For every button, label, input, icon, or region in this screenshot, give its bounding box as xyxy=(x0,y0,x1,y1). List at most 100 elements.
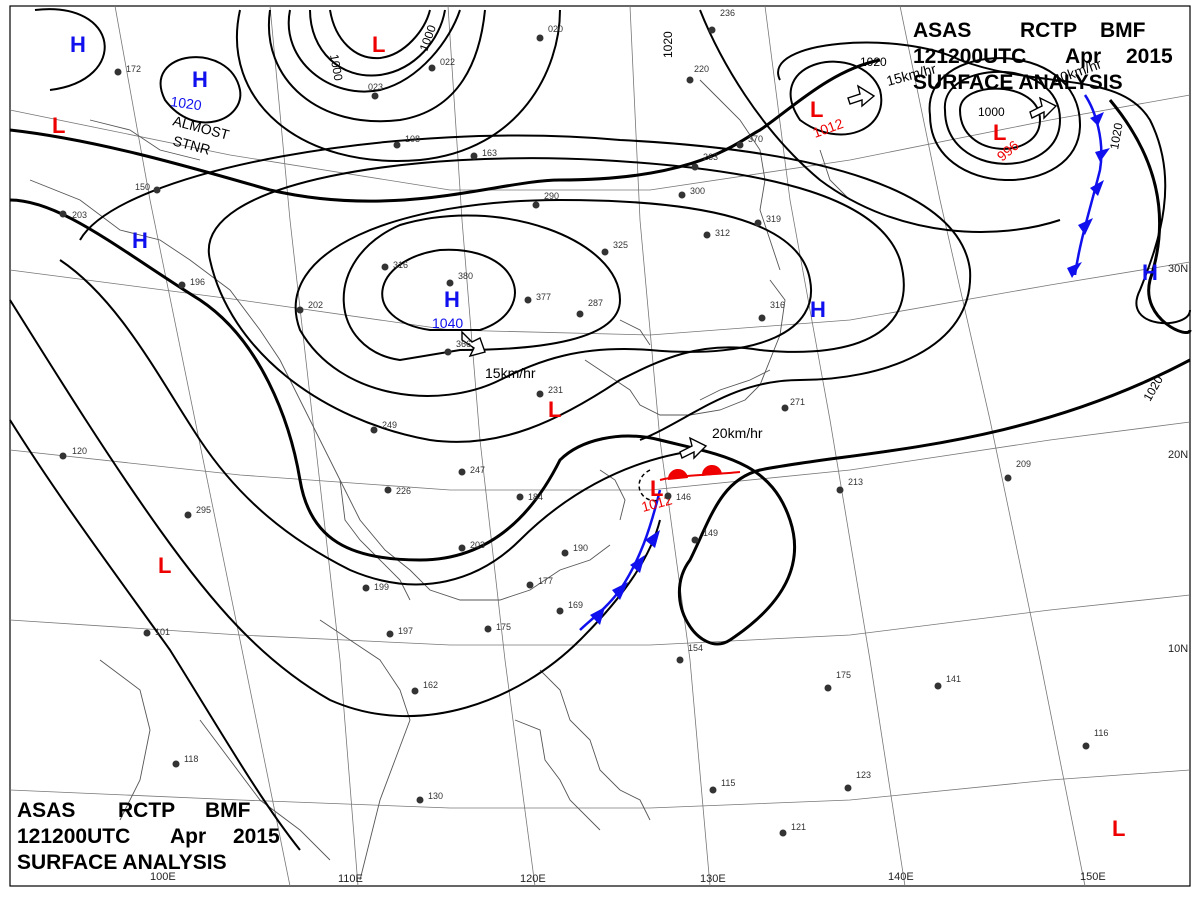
svg-text:130: 130 xyxy=(428,791,443,801)
svg-text:316: 316 xyxy=(393,260,408,270)
svg-text:023: 023 xyxy=(368,82,383,92)
svg-text:295: 295 xyxy=(196,505,211,515)
station-plot: 377 xyxy=(524,292,551,304)
svg-text:197: 197 xyxy=(398,626,413,636)
header-title: SURFACE ANALYSIS xyxy=(913,71,1123,94)
isobar-1020-thick xyxy=(9,58,1192,646)
svg-text:263: 263 xyxy=(703,152,718,162)
low-center-symbol: L xyxy=(1112,816,1125,841)
svg-text:377: 377 xyxy=(536,292,551,302)
longitude-labels: 100E 110E 120E 130E 140E 150E xyxy=(150,871,1106,885)
header-month: Apr xyxy=(170,825,206,848)
svg-text:312: 312 xyxy=(715,228,730,238)
svg-text:203: 203 xyxy=(72,210,87,220)
station-plot: 202 xyxy=(296,300,323,314)
station-plot: 213 xyxy=(836,477,863,494)
station-plot: 116 xyxy=(1082,728,1108,750)
station-plot: 325 xyxy=(601,240,628,256)
svg-text:287: 287 xyxy=(588,298,603,308)
svg-text:141: 141 xyxy=(946,674,961,684)
station-plot: 162 xyxy=(411,680,438,695)
svg-text:163: 163 xyxy=(482,148,497,158)
svg-text:022: 022 xyxy=(440,57,455,67)
svg-text:203: 203 xyxy=(470,540,485,550)
station-plot: 130 xyxy=(416,791,443,804)
svg-text:172: 172 xyxy=(126,64,141,74)
station-plot: 123 xyxy=(844,770,871,792)
low-center-symbol: L xyxy=(548,397,561,422)
station-plot: 020 xyxy=(536,24,563,42)
station-plot: 154 xyxy=(676,643,703,664)
station-plot: 203 xyxy=(458,540,485,552)
lon-label: 140E xyxy=(888,871,914,883)
svg-text:202: 202 xyxy=(308,300,323,310)
svg-text:169: 169 xyxy=(568,600,583,610)
station-plot: 263 xyxy=(691,152,718,171)
svg-text:115: 115 xyxy=(721,778,735,788)
svg-text:290: 290 xyxy=(544,191,559,201)
lat-label: 30N xyxy=(1168,263,1188,275)
station-plot: 300 xyxy=(678,186,705,199)
lat-label: 20N xyxy=(1168,449,1188,461)
svg-text:249: 249 xyxy=(382,420,397,430)
header-bottom: ASAS RCTP BMF 121200UTC Apr 2015 SURFACE… xyxy=(17,799,280,874)
low-center-symbol: L xyxy=(52,113,65,138)
header-time: 121200UTC xyxy=(17,825,130,848)
svg-text:236: 236 xyxy=(720,8,735,18)
svg-text:199: 199 xyxy=(374,582,389,592)
svg-text:116: 116 xyxy=(1094,728,1108,738)
svg-text:319: 319 xyxy=(766,214,781,224)
svg-text:121: 121 xyxy=(791,822,806,832)
isobar-label: 1000 xyxy=(327,53,345,82)
svg-text:325: 325 xyxy=(613,240,628,250)
chart-border xyxy=(9,5,1191,887)
warm-front xyxy=(659,464,741,481)
station-plot: 247 xyxy=(458,465,485,476)
station-plot: 197 xyxy=(386,626,413,638)
high-center-symbol: H xyxy=(810,297,826,322)
svg-text:101: 101 xyxy=(155,627,170,637)
isobars xyxy=(9,8,1191,851)
low-center-symbol: L xyxy=(372,32,385,57)
station-plot: 190 xyxy=(561,543,588,557)
station-plot: 366 xyxy=(444,339,471,356)
header-year: 2015 xyxy=(233,825,280,848)
svg-text:271: 271 xyxy=(790,397,805,407)
latitude-labels: 30N 20N 10N xyxy=(1168,263,1188,655)
svg-text:154: 154 xyxy=(688,643,703,653)
station-plot: 236 xyxy=(708,8,735,34)
header-code: ASAS xyxy=(17,799,75,822)
svg-text:196: 196 xyxy=(190,277,205,287)
header-time: 121200UTC xyxy=(913,45,1026,68)
svg-text:247: 247 xyxy=(470,465,485,475)
low-center-symbol: L xyxy=(158,553,171,578)
high-center-symbol: H xyxy=(132,228,148,253)
header-type: BMF xyxy=(1100,19,1146,42)
motion-speed-label: 20km/hr xyxy=(712,425,763,441)
station-plot: 169 xyxy=(556,600,583,615)
svg-text:146: 146 xyxy=(676,492,691,502)
high-center-symbol: H xyxy=(444,287,460,312)
station-plot: 370 xyxy=(736,134,763,149)
high-center-symbol: H xyxy=(70,32,86,57)
station-plot: 271 xyxy=(781,397,805,412)
station-plot: 108 xyxy=(393,134,420,149)
station-plot: 312 xyxy=(703,228,730,239)
station-plot: 316 xyxy=(758,300,785,322)
high-center-value: 1020 xyxy=(170,93,203,113)
header-month: Apr xyxy=(1065,45,1101,68)
station-plot: 380 xyxy=(446,271,473,287)
svg-text:175: 175 xyxy=(836,670,851,680)
low-center-symbol: L xyxy=(650,476,663,501)
high-center-value: 1040 xyxy=(432,315,463,331)
svg-text:300: 300 xyxy=(690,186,705,196)
header-year: 2015 xyxy=(1126,45,1173,68)
svg-text:184: 184 xyxy=(528,492,543,502)
lon-label: 130E xyxy=(700,873,726,885)
svg-text:120: 120 xyxy=(72,446,87,456)
svg-text:108: 108 xyxy=(405,134,420,144)
trough-line xyxy=(638,469,661,502)
station-plots: 172 150 203 196 120 295 101 118 202 316 … xyxy=(59,8,1108,837)
station-plot: 118 xyxy=(172,754,198,768)
lat-label: 10N xyxy=(1168,643,1188,655)
